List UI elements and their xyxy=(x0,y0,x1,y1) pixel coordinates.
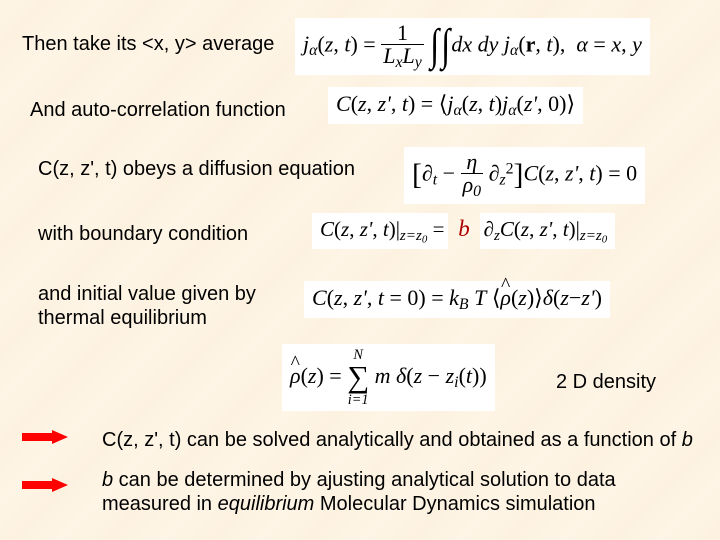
line-8-text: b can be determined by ajusting analytic… xyxy=(102,468,682,516)
line-2-text: And auto-correlation function xyxy=(30,99,286,121)
line-3-text: C(z, z', t) obeys a diffusion equation xyxy=(38,158,355,180)
line-7-text: C(z, z', t) can be solved analytically a… xyxy=(102,429,693,451)
formula-initial: C(z, z', t = 0) = kB T ⟨ρ(z)⟩δ(z−z') xyxy=(304,281,610,318)
line-5b-text: thermal equilibrium xyxy=(38,306,256,330)
formula-boundary: C(z, z', t)|z=z0 = b ∂zC(z, z', t)|z=z0 xyxy=(312,213,615,249)
line-5a-text: and initial value given by xyxy=(38,282,256,306)
formula-diffusion: [∂t − ηρ0 ∂z2]C(z, z', t) = 0 xyxy=(404,147,645,204)
line-4-text: with boundary condition xyxy=(38,223,248,245)
formula-density: ρ(z) = N ∑ i=1 m δ(z − zi(t)) xyxy=(282,344,495,411)
line-1-text: Then take its <x, y> average xyxy=(22,33,274,55)
formula-average: jα(z, t) = 1LxLy ∫∫dx dy jα(r, t), α = x… xyxy=(295,18,650,75)
formula-correlation: C(z, z', t) = ⟨jα(z, t)jα(z', 0)⟩ xyxy=(328,87,583,124)
arrow-icon-2 xyxy=(22,478,68,492)
line-6-text: 2 D density xyxy=(556,371,656,393)
arrow-icon-1 xyxy=(22,430,68,444)
